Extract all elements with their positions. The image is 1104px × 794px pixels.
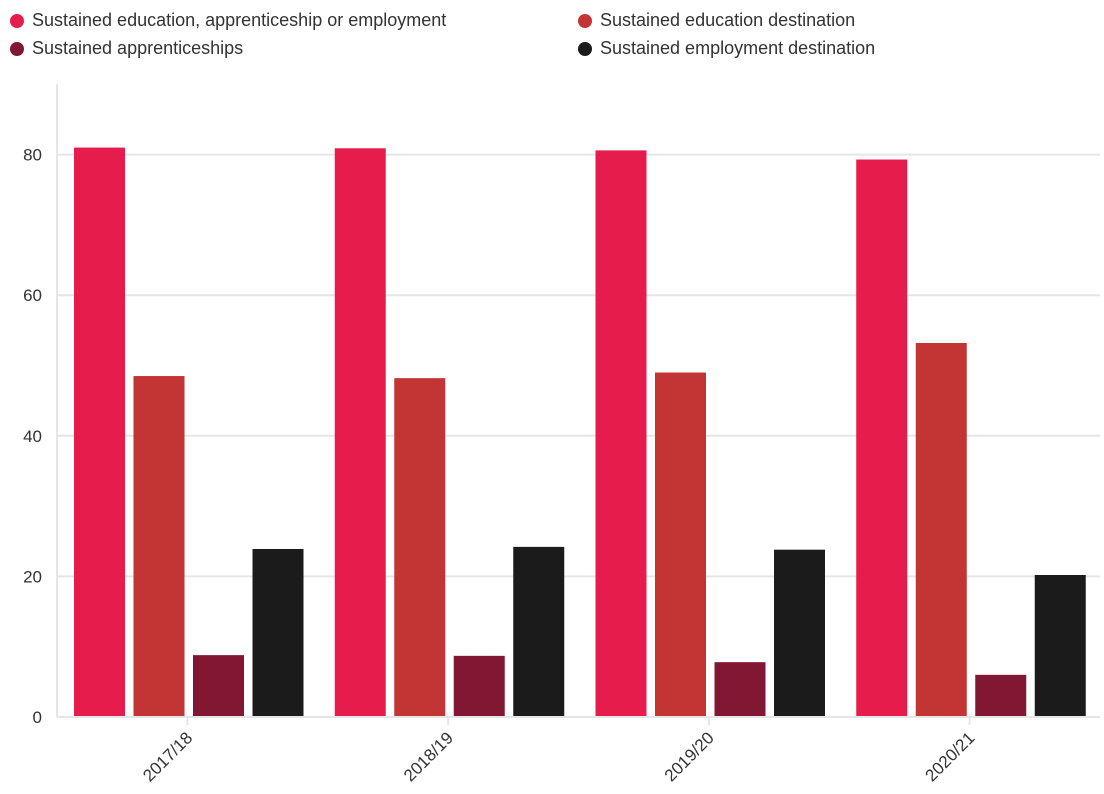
legend-label: Sustained apprenticeships [32,38,244,58]
legend-label: Sustained education, apprenticeship or e… [32,10,447,30]
bar-4-2019-20 [774,549,825,717]
bar-2-2018-19 [394,378,446,717]
legend-label: Sustained employment destination [600,38,876,58]
x-tick-label: 2018/19 [400,728,457,785]
legend-label: Sustained education destination [600,10,856,30]
y-tick-label: 20 [23,567,42,586]
bar-2-2020-21 [915,343,967,717]
bar-1-2017-18 [74,147,125,717]
y-tick-label: 60 [23,286,42,305]
bar-1-2019-20 [595,150,647,717]
bar-1-2018-19 [334,148,386,717]
bar-4-2020-21 [1034,574,1086,717]
legend-item-series-1[interactable]: Sustained education, apprenticeship or e… [10,10,446,31]
bar-2-2019-20 [655,372,706,717]
bar-3-2019-20 [714,662,766,717]
bar-1-2020-21 [856,159,908,717]
legend-dot-icon [578,13,592,28]
legend-item-series-4[interactable]: Sustained employment destination [578,38,875,59]
bar-4-2018-19 [513,546,565,717]
legend-dot-icon [10,13,24,28]
y-tick-label: 80 [23,146,42,165]
x-tick-label: 2020/21 [922,728,979,785]
legend-item-series-3[interactable]: Sustained apprenticeships [10,38,243,59]
y-tick-label: 40 [23,427,42,446]
legend-dot-icon [578,41,592,56]
x-tick-label: 2019/20 [661,728,718,785]
legend-dot-icon [10,41,24,56]
x-tick-label: 2017/18 [139,728,196,785]
bar-2-2017-18 [133,376,185,717]
chart-legend: Sustained education, apprenticeship or e… [10,8,1100,64]
bar-3-2018-19 [453,655,505,717]
bar-3-2017-18 [193,655,244,717]
legend-item-series-2[interactable]: Sustained education destination [578,10,855,31]
y-tick-label: 0 [33,708,42,727]
bar-3-2020-21 [975,674,1027,717]
bar-4-2017-18 [252,548,304,717]
